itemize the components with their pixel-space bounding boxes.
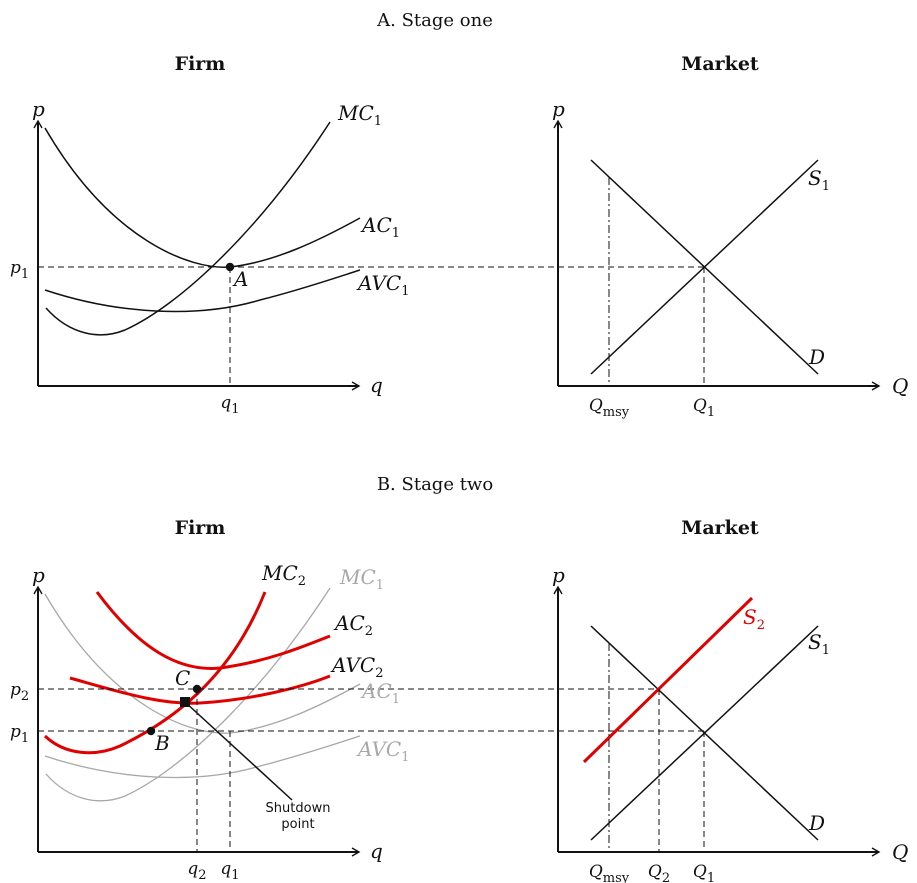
market-b-qmsy-tick: Qmsy	[589, 862, 630, 883]
firm-b-p1-tick: p1	[10, 722, 29, 746]
firm-a-p1-tick: p1	[10, 258, 29, 282]
firm-b-heading: Firm	[175, 517, 226, 539]
avc2-label: AVC2	[330, 653, 383, 681]
panel-a-title: A. Stage one	[376, 10, 493, 31]
market-a-y-label: p	[552, 97, 565, 121]
market-b-d-label: D	[808, 811, 825, 835]
firm-a-q1-tick: q1	[220, 393, 239, 417]
market-a-x-label: Q	[892, 374, 908, 398]
avc1-label: AVC1	[356, 271, 409, 299]
mc2-curve	[45, 592, 265, 753]
firm-a-mc1-curve	[46, 122, 330, 335]
point-c-label: C	[175, 666, 190, 690]
mc1-label: MC1	[337, 101, 382, 129]
mc1-gray-label: MC1	[339, 565, 384, 593]
shutdown-label-line1: Shutdown	[266, 801, 331, 816]
ac1-gray-label: AC1	[360, 679, 400, 707]
panel-b-title: B. Stage two	[377, 474, 493, 495]
market-a-s1-label: S1	[808, 166, 830, 194]
point-b-marker	[147, 727, 155, 735]
market-a-heading: Market	[681, 53, 759, 75]
market-b-x-label: Q	[892, 840, 908, 864]
firm-b-q1-tick: q1	[220, 859, 239, 883]
market-b-graph: Market p Q S2 S1 D Qmsy Q2 Q1	[552, 517, 908, 883]
firm-b-p2-tick: p2	[10, 680, 29, 704]
market-a-graph: Market p Q S1 D Qmsy Q1	[552, 53, 908, 420]
mc1-gray-curve	[46, 588, 330, 801]
ac1-gray-curve	[45, 594, 360, 733]
mc2-label: MC2	[261, 561, 306, 589]
avc1-gray-label: AVC1	[356, 737, 409, 765]
firm-b-y-label: p	[32, 563, 45, 587]
shutdown-pointer-line	[185, 702, 292, 800]
firm-a-heading: Firm	[175, 53, 226, 75]
firm-b-graph: Firm p q B C Shutdown point p2 p1 q2 q1 …	[10, 517, 704, 883]
ac1-label: AC1	[360, 213, 400, 241]
firm-a-y-label: p	[32, 97, 45, 121]
firm-b-x-label: q	[370, 839, 383, 863]
ac2-label: AC2	[333, 611, 373, 639]
market-b-y-label: p	[552, 563, 565, 587]
market-b-s1-label: S1	[808, 630, 830, 658]
point-a-marker	[226, 263, 234, 271]
shutdown-point-marker	[180, 697, 190, 707]
market-a-d-label: D	[808, 345, 825, 369]
market-a-qmsy-tick: Qmsy	[589, 396, 630, 420]
point-c-marker	[193, 685, 201, 693]
firm-a-graph: Firm p q A p1 q1 MC1 AC1 AVC1	[10, 53, 704, 417]
market-b-heading: Market	[681, 517, 759, 539]
s2-label: S2	[743, 605, 765, 633]
market-b-q2-tick: Q2	[648, 862, 670, 883]
market-b-q1-tick: Q1	[693, 862, 715, 883]
firm-b-q2-tick: q2	[187, 859, 206, 883]
point-a-label: A	[232, 267, 248, 291]
shutdown-label-line2: point	[281, 817, 314, 832]
firm-a-x-label: q	[370, 373, 383, 397]
ac2-curve	[97, 592, 330, 668]
point-b-label: B	[154, 731, 170, 755]
market-a-q1-tick: Q1	[693, 396, 715, 420]
